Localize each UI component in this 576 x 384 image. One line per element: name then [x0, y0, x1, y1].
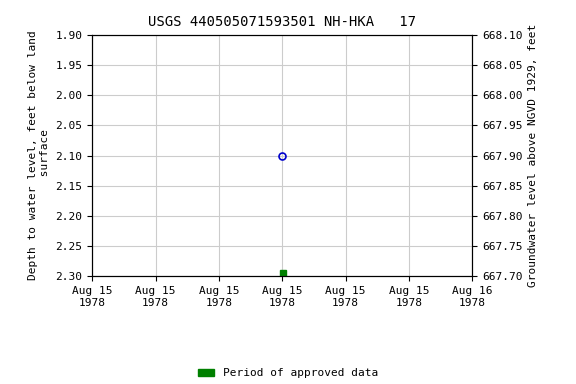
Y-axis label: Depth to water level, feet below land
 surface: Depth to water level, feet below land su…	[28, 31, 50, 280]
Legend: Period of approved data: Period of approved data	[198, 368, 378, 379]
Title: USGS 440505071593501 NH-HKA   17: USGS 440505071593501 NH-HKA 17	[148, 15, 416, 29]
Y-axis label: Groundwater level above NGVD 1929, feet: Groundwater level above NGVD 1929, feet	[528, 24, 538, 287]
